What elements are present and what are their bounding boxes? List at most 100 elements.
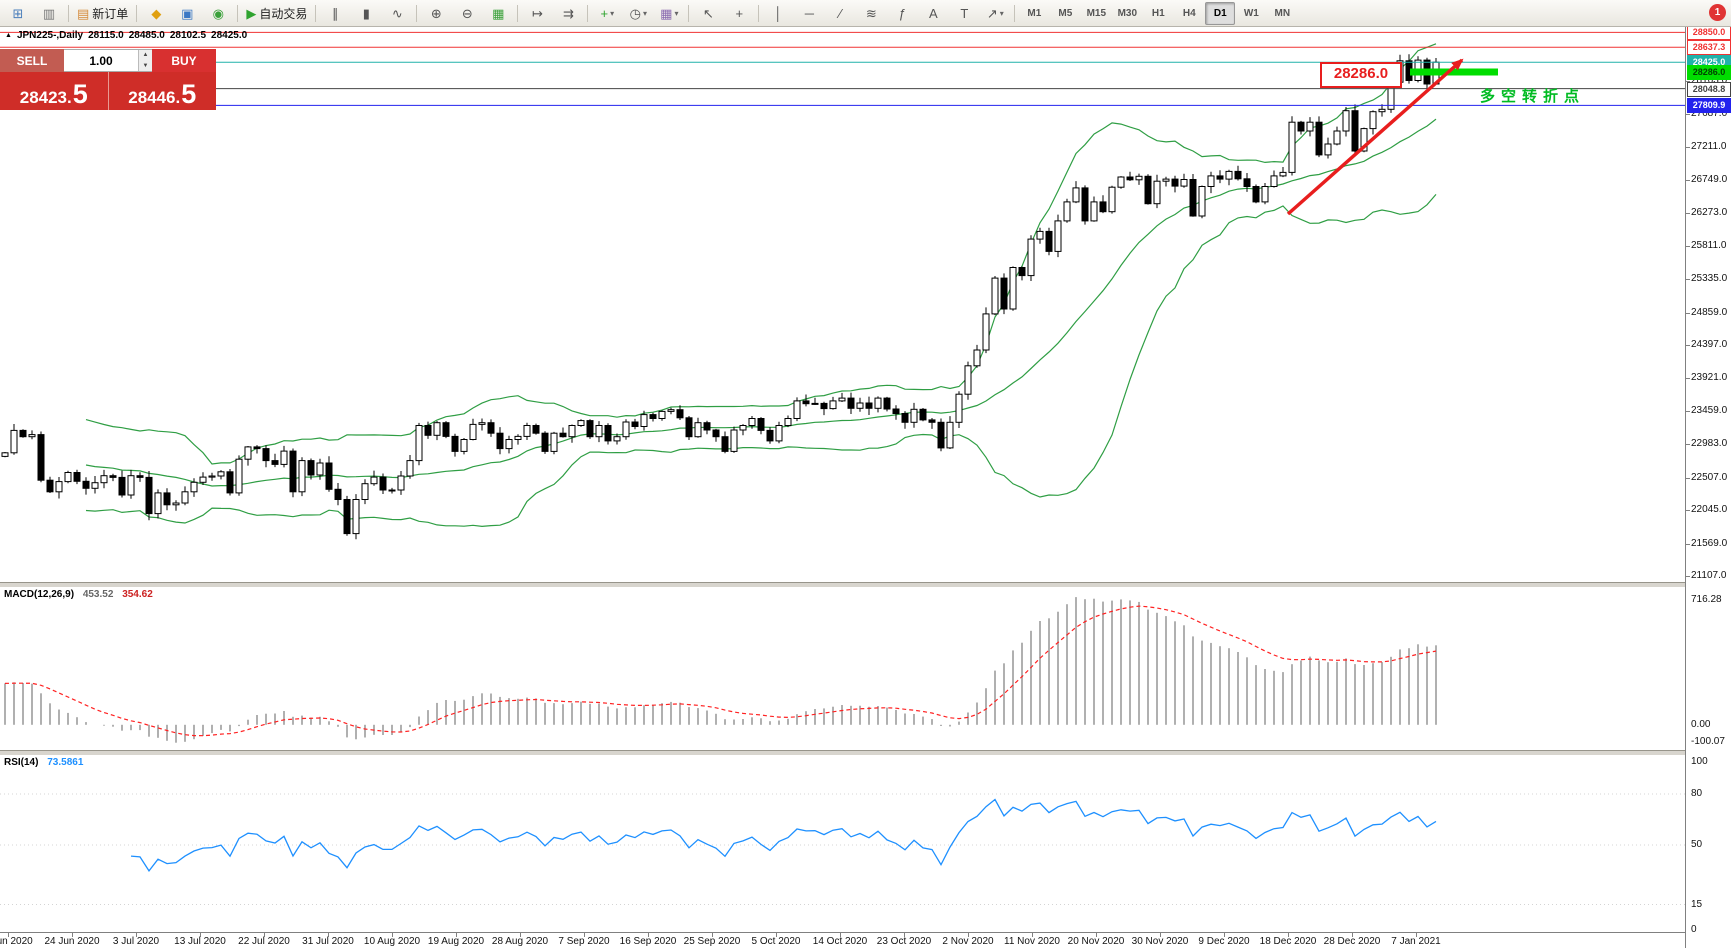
time-axis-tick (200, 933, 201, 937)
tf-h4-label: H4 (1182, 7, 1196, 19)
rsi-label: RSI(14) 73.5861 (4, 757, 89, 768)
vertical-line-icon: │ (774, 5, 783, 21)
horizontal-level-lines[interactable] (0, 31, 1685, 106)
time-axis-tick (968, 933, 969, 937)
panel-separator-macd[interactable] (0, 582, 1685, 588)
notification-badge[interactable]: 1 (1709, 4, 1726, 21)
toolbar-tf-m5[interactable]: M5 (1050, 2, 1080, 25)
toolbar-separator (517, 4, 519, 22)
green-level-segment[interactable] (1410, 68, 1498, 76)
text-label-icon: T (960, 5, 969, 21)
toolbar-tf-m15[interactable]: M15 (1081, 2, 1111, 25)
metaeditor-icon: ◆ (151, 5, 162, 21)
toolbar-periods[interactable]: ◷ ▾ (623, 2, 653, 25)
toolbar-separator (136, 4, 138, 22)
chart-candles-icon: ▮ (362, 5, 370, 21)
ask-price[interactable]: 28446. 5 (109, 72, 217, 110)
toolbar-chart-bars[interactable]: ∥ (320, 2, 350, 25)
toolbar-trendline[interactable]: ∕ (825, 2, 855, 25)
price-axis-label: 21569.0 (1691, 537, 1728, 549)
new-order-label: 新订单 (92, 6, 129, 21)
toolbar-profiles[interactable]: ▥ (34, 2, 64, 25)
time-axis-tick (1352, 933, 1353, 937)
price-flag-annotation[interactable]: 28286.0 (1320, 62, 1402, 88)
toolbar-vertical-line[interactable]: │ (763, 2, 793, 25)
price-axis-tick (1686, 114, 1690, 115)
toolbar-fibonacci[interactable]: ƒ (887, 2, 917, 25)
toolbar-cursor[interactable]: ↖ (693, 2, 723, 25)
volume-down-button[interactable]: ▼ (139, 60, 152, 71)
toolbar-text-label[interactable]: T (949, 2, 979, 25)
time-axis-label: 23 Oct 2020 (876, 936, 932, 947)
rsi-value: 73.5861 (47, 757, 84, 768)
toolbar-auto-scroll[interactable]: ↦ (522, 2, 552, 25)
toolbar-metaeditor[interactable]: ◆ (141, 2, 171, 25)
toolbar-new-chart[interactable]: ⊞ (3, 2, 33, 25)
toolbar-tf-mn[interactable]: MN (1267, 2, 1297, 25)
toolbar-tf-h4[interactable]: H4 (1174, 2, 1204, 25)
time-axis-label: 13 Jul 2020 (174, 936, 226, 947)
ohlc-low: 28102.5 (169, 30, 207, 41)
toolbar-templates[interactable]: ▦ ▾ (654, 2, 684, 25)
toolbar-separator (1014, 4, 1016, 22)
toolbar-indicators[interactable]: + ▾ (592, 2, 622, 25)
sell-button[interactable]: SELL (0, 49, 64, 72)
panel-separator-rsi[interactable] (0, 750, 1685, 756)
volume-up-button[interactable]: ▲ (139, 50, 152, 61)
price-axis[interactable]: 28163.0 27687.0 27211.0 26749.0 26273.0 25811… (1685, 25, 1731, 948)
toolbar-tf-d1[interactable]: D1 (1205, 1, 1236, 25)
one-click-trading-panel: SELL ▲ ▼ BUY 28423. 5 28446. 5 (0, 49, 216, 110)
rsi-level-lines (0, 793, 1685, 905)
toolbar-separator (68, 4, 69, 22)
toolbar-equidistant-channel[interactable]: ≋ (856, 2, 886, 25)
trend-arrow[interactable] (1286, 58, 1464, 216)
time-axis-label: 3 Jul 2020 (112, 936, 160, 947)
price-axis-tick (1686, 444, 1690, 446)
time-axis-tick (1416, 933, 1417, 937)
time-axis-label: 30 Nov 2020 (1131, 936, 1189, 947)
bid-pip: 5 (72, 79, 88, 110)
ask-main: 28446. (128, 88, 181, 107)
toolbar-tf-m1[interactable]: M1 (1019, 2, 1049, 25)
tf-d1-label: D1 (1213, 7, 1227, 19)
macd-main-value: 453.52 (82, 589, 114, 600)
toolbar-terminal[interactable]: ▣ (172, 2, 202, 25)
toolbar-tf-w1[interactable]: W1 (1236, 2, 1266, 25)
time-axis-tick (520, 933, 521, 937)
time-axis-tick (8, 933, 9, 937)
bid-price[interactable]: 28423. 5 (0, 72, 109, 110)
toolbar-chart-candles[interactable]: ▮ (351, 2, 381, 25)
terminal-icon: ▣ (181, 5, 194, 21)
time-axis-tick (712, 933, 713, 937)
price-axis-label: 23921.0 (1691, 372, 1728, 384)
toolbar-separator (237, 4, 239, 22)
one-click-collapse-icon[interactable]: ▲ (5, 32, 12, 39)
toolbar-tf-m30[interactable]: M30 (1112, 2, 1142, 25)
periods-icon: ◷ (629, 5, 641, 21)
toolbar-chart-shift[interactable]: ⇉ (553, 2, 583, 25)
toolbar-crosshair[interactable]: + (724, 2, 754, 25)
toolbar-text[interactable]: A (918, 2, 948, 25)
toolbar-zoom-out[interactable]: ⊖ (452, 2, 482, 25)
time-axis-tick (776, 933, 777, 937)
time-axis[interactable]: 5 Jun 2020 24 Jun 2020 3 Jul 2020 13 Jul 20… (0, 932, 1685, 948)
volume-input[interactable] (64, 50, 138, 71)
toolbar-auto-trading[interactable]: ▶ 自动交易 (242, 2, 311, 25)
price-axis-label: 22507.0 (1691, 471, 1728, 483)
toolbar-tile-windows[interactable]: ▦ (483, 2, 513, 25)
time-axis-tick (904, 933, 905, 937)
toolbar-chart-line[interactable]: ∿ (382, 2, 412, 25)
time-axis-label: 19 Aug 2020 (427, 936, 485, 947)
toolbar-separator (315, 4, 317, 22)
annotation-note-text[interactable]: 多空转折点 (1480, 88, 1586, 105)
chart-symbol-period: JPN225-,Daily (16, 30, 84, 41)
toolbar-zoom-in[interactable]: ⊕ (421, 2, 451, 25)
toolbar-tf-h1[interactable]: H1 (1143, 2, 1173, 25)
toolbar-community[interactable]: ◉ (203, 2, 233, 25)
toolbar-new-order[interactable]: ▤ 新订单 (73, 2, 132, 25)
toolbar-horizontal-line[interactable]: ─ (794, 2, 824, 25)
price-level-label: 28286.0 (1687, 65, 1731, 80)
toolbar-arrows[interactable]: ↗ ▾ (980, 2, 1010, 25)
buy-button[interactable]: BUY (152, 49, 216, 72)
